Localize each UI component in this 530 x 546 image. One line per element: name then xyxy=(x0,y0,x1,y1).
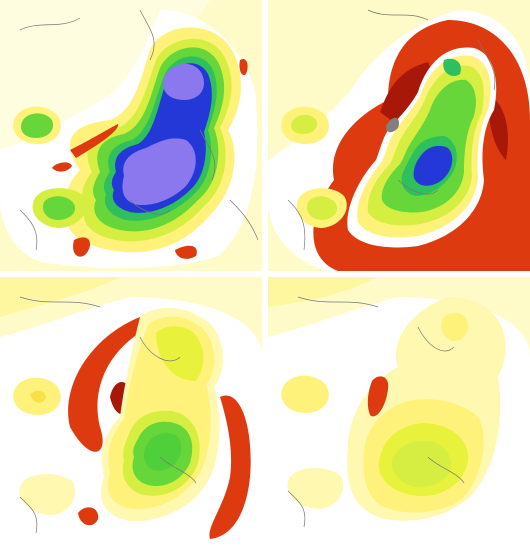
map-panel-bottom-right xyxy=(268,277,530,546)
contour-map-top-left xyxy=(0,0,262,271)
contour-map-bottom-right xyxy=(268,277,530,546)
contour-map-top-right xyxy=(268,0,530,271)
map-panel-top-right xyxy=(268,0,530,271)
map-panel-bottom-left xyxy=(0,277,262,546)
map-panel-top-left xyxy=(0,0,262,271)
contour-map-bottom-left xyxy=(0,277,262,546)
